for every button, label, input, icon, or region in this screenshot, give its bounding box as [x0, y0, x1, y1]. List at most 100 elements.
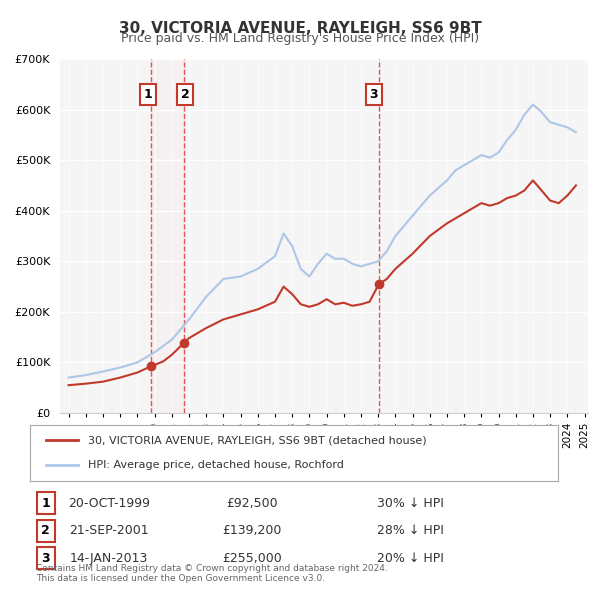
Text: 20% ↓ HPI: 20% ↓ HPI [377, 552, 443, 565]
HPI: Average price, detached house, Rochford: (2.02e+03, 5.6e+05): Average price, detached house, Rochford:… [512, 126, 520, 133]
HPI: Average price, detached house, Rochford: (2.01e+03, 2.85e+05): Average price, detached house, Rochford:… [297, 266, 304, 273]
HPI: Average price, detached house, Rochford: (2.01e+03, 2.95e+05): Average price, detached house, Rochford:… [366, 260, 373, 267]
30, VICTORIA AVENUE, RAYLEIGH, SS6 9BT (detached house) [194, 330, 201, 337]
HPI: Average price, detached house, Rochford: (2e+03, 2.7e+05): Average price, detached house, Rochford:… [237, 273, 244, 280]
Text: 2: 2 [41, 524, 50, 537]
HPI: Average price, detached house, Rochford: (2e+03, 2.65e+05): Average price, detached house, Rochford:… [220, 276, 227, 283]
HPI: Average price, detached house, Rochford: (2.01e+03, 3.1e+05): Average price, detached house, Rochford:… [271, 253, 278, 260]
30, VICTORIA AVENUE, RAYLEIGH, SS6 9BT (detached house) [151, 362, 158, 369]
30, VICTORIA AVENUE, RAYLEIGH, SS6 9BT (detached house) [254, 306, 262, 313]
30, VICTORIA AVENUE, RAYLEIGH, SS6 9BT (detached house) [452, 215, 459, 222]
30, VICTORIA AVENUE, RAYLEIGH, SS6 9BT (detached house) [555, 199, 562, 206]
Bar [151, 59, 184, 413]
30, VICTORIA AVENUE, RAYLEIGH, SS6 9BT (detached house) [340, 299, 347, 306]
30, VICTORIA AVENUE, RAYLEIGH, SS6 9BT (detached house) [220, 316, 227, 323]
30, VICTORIA AVENUE, RAYLEIGH, SS6 9BT (detached house) [461, 209, 468, 217]
Text: Contains HM Land Registry data © Crown copyright and database right 2024.
This d: Contains HM Land Registry data © Crown c… [36, 563, 388, 583]
HPI: Average price, detached house, Rochford: (2.02e+03, 5.65e+05): Average price, detached house, Rochford:… [564, 124, 571, 131]
30, VICTORIA AVENUE, RAYLEIGH, SS6 9BT (detached house) [409, 250, 416, 257]
HPI: Average price, detached house, Rochford: (2.01e+03, 2.9e+05): Average price, detached house, Rochford:… [358, 263, 365, 270]
Text: 30% ↓ HPI: 30% ↓ HPI [377, 497, 443, 510]
Text: 30, VICTORIA AVENUE, RAYLEIGH, SS6 9BT (detached house): 30, VICTORIA AVENUE, RAYLEIGH, SS6 9BT (… [88, 435, 427, 445]
HPI: Average price, detached house, Rochford: (2.01e+03, 3.3e+05): Average price, detached house, Rochford:… [289, 242, 296, 250]
HPI: Average price, detached house, Rochford: (2e+03, 1.45e+05): Average price, detached house, Rochford:… [168, 336, 175, 343]
30, VICTORIA AVENUE, RAYLEIGH, SS6 9BT (detached house) [332, 301, 339, 308]
HPI: Average price, detached house, Rochford: (2.02e+03, 5.1e+05): Average price, detached house, Rochford:… [478, 152, 485, 159]
HPI: Average price, detached house, Rochford: (2e+03, 7e+04): Average price, detached house, Rochford:… [65, 374, 72, 381]
30, VICTORIA AVENUE, RAYLEIGH, SS6 9BT (detached house) [289, 291, 296, 298]
30, VICTORIA AVENUE, RAYLEIGH, SS6 9BT (detached house) [383, 276, 391, 283]
30, VICTORIA AVENUE, RAYLEIGH, SS6 9BT (detached house) [478, 199, 485, 206]
Text: 20-OCT-1999: 20-OCT-1999 [68, 497, 150, 510]
30, VICTORIA AVENUE, RAYLEIGH, SS6 9BT (detached house) [503, 195, 511, 202]
HPI: Average price, detached house, Rochford: (2.02e+03, 5.95e+05): Average price, detached house, Rochford:… [538, 109, 545, 116]
Text: Price paid vs. HM Land Registry's House Price Index (HPI): Price paid vs. HM Land Registry's House … [121, 32, 479, 45]
HPI: Average price, detached house, Rochford: (2.02e+03, 4.8e+05): Average price, detached house, Rochford:… [452, 167, 459, 174]
HPI: Average price, detached house, Rochford: (2e+03, 1.85e+05): Average price, detached house, Rochford:… [185, 316, 193, 323]
HPI: Average price, detached house, Rochford: (2.02e+03, 6.1e+05): Average price, detached house, Rochford:… [529, 101, 536, 108]
Text: £255,000: £255,000 [222, 552, 281, 565]
30, VICTORIA AVENUE, RAYLEIGH, SS6 9BT (detached house) [181, 339, 188, 346]
30, VICTORIA AVENUE, RAYLEIGH, SS6 9BT (detached house) [297, 301, 304, 308]
HPI: Average price, detached house, Rochford: (2.02e+03, 5.05e+05): Average price, detached house, Rochford:… [487, 154, 494, 161]
30, VICTORIA AVENUE, RAYLEIGH, SS6 9BT (detached house) [572, 182, 580, 189]
Text: £139,200: £139,200 [222, 524, 281, 537]
Text: 3: 3 [41, 552, 50, 565]
30, VICTORIA AVENUE, RAYLEIGH, SS6 9BT (detached house) [512, 192, 520, 199]
30, VICTORIA AVENUE, RAYLEIGH, SS6 9BT (detached house) [100, 378, 107, 385]
30, VICTORIA AVENUE, RAYLEIGH, SS6 9BT (detached house) [82, 380, 89, 387]
30, VICTORIA AVENUE, RAYLEIGH, SS6 9BT (detached house) [538, 187, 545, 194]
30, VICTORIA AVENUE, RAYLEIGH, SS6 9BT (detached house) [134, 369, 141, 376]
30, VICTORIA AVENUE, RAYLEIGH, SS6 9BT (detached house) [349, 302, 356, 309]
30, VICTORIA AVENUE, RAYLEIGH, SS6 9BT (detached house) [237, 311, 244, 318]
Text: 14-JAN-2013: 14-JAN-2013 [70, 552, 148, 565]
Line: HPI: Average price, detached house, Rochford: HPI: Average price, detached house, Roch… [68, 104, 576, 378]
HPI: Average price, detached house, Rochford: (2.01e+03, 2.85e+05): Average price, detached house, Rochford:… [254, 266, 262, 273]
Text: 1: 1 [143, 88, 152, 101]
Text: 30, VICTORIA AVENUE, RAYLEIGH, SS6 9BT: 30, VICTORIA AVENUE, RAYLEIGH, SS6 9BT [119, 21, 481, 35]
30, VICTORIA AVENUE, RAYLEIGH, SS6 9BT (detached house) [375, 280, 382, 287]
Text: 28% ↓ HPI: 28% ↓ HPI [377, 524, 443, 537]
Text: 3: 3 [370, 88, 378, 101]
30, VICTORIA AVENUE, RAYLEIGH, SS6 9BT (detached house) [529, 177, 536, 184]
HPI: Average price, detached house, Rochford: (2e+03, 7.5e+04): Average price, detached house, Rochford:… [82, 372, 89, 379]
30, VICTORIA AVENUE, RAYLEIGH, SS6 9BT (detached house) [203, 324, 210, 332]
HPI: Average price, detached house, Rochford: (2.02e+03, 5.4e+05): Average price, detached house, Rochford:… [503, 136, 511, 143]
HPI: Average price, detached house, Rochford: (2.01e+03, 3.55e+05): Average price, detached house, Rochford:… [280, 230, 287, 237]
HPI: Average price, detached house, Rochford: (2.01e+03, 2.95e+05): Average price, detached house, Rochford:… [314, 260, 322, 267]
30, VICTORIA AVENUE, RAYLEIGH, SS6 9BT (detached house) [443, 220, 451, 227]
HPI: Average price, detached house, Rochford: (2.02e+03, 4.9e+05): Average price, detached house, Rochford:… [461, 162, 468, 169]
30, VICTORIA AVENUE, RAYLEIGH, SS6 9BT (detached house) [469, 205, 476, 212]
Line: 30, VICTORIA AVENUE, RAYLEIGH, SS6 9BT (detached house): 30, VICTORIA AVENUE, RAYLEIGH, SS6 9BT (… [68, 181, 576, 385]
30, VICTORIA AVENUE, RAYLEIGH, SS6 9BT (detached house) [392, 266, 399, 273]
30, VICTORIA AVENUE, RAYLEIGH, SS6 9BT (detached house) [366, 298, 373, 305]
HPI: Average price, detached house, Rochford: (2.01e+03, 2.7e+05): Average price, detached house, Rochford:… [306, 273, 313, 280]
Text: 21-SEP-2001: 21-SEP-2001 [70, 524, 149, 537]
30, VICTORIA AVENUE, RAYLEIGH, SS6 9BT (detached house) [168, 351, 175, 358]
HPI: Average price, detached house, Rochford: (2e+03, 8.2e+04): Average price, detached house, Rochford:… [100, 368, 107, 375]
30, VICTORIA AVENUE, RAYLEIGH, SS6 9BT (detached house) [160, 358, 167, 365]
30, VICTORIA AVENUE, RAYLEIGH, SS6 9BT (detached house) [185, 335, 193, 342]
Text: £92,500: £92,500 [226, 497, 278, 510]
HPI: Average price, detached house, Rochford: (2.02e+03, 5e+05): Average price, detached house, Rochford:… [469, 156, 476, 163]
Text: 2: 2 [181, 88, 190, 101]
HPI: Average price, detached house, Rochford: (2.01e+03, 2.95e+05): Average price, detached house, Rochford:… [349, 260, 356, 267]
HPI: Average price, detached house, Rochford: (2e+03, 9e+04): Average price, detached house, Rochford:… [116, 364, 124, 371]
HPI: Average price, detached house, Rochford: (2.01e+03, 3.2e+05): Average price, detached house, Rochford:… [383, 248, 391, 255]
30, VICTORIA AVENUE, RAYLEIGH, SS6 9BT (detached house) [116, 374, 124, 381]
30, VICTORIA AVENUE, RAYLEIGH, SS6 9BT (detached house) [547, 197, 554, 204]
30, VICTORIA AVENUE, RAYLEIGH, SS6 9BT (detached house) [271, 298, 278, 305]
Text: HPI: Average price, detached house, Rochford: HPI: Average price, detached house, Roch… [88, 460, 344, 470]
HPI: Average price, detached house, Rochford: (2.02e+03, 5.55e+05): Average price, detached house, Rochford:… [572, 129, 580, 136]
HPI: Average price, detached house, Rochford: (2.02e+03, 5.75e+05): Average price, detached house, Rochford:… [547, 119, 554, 126]
HPI: Average price, detached house, Rochford: (2.01e+03, 3.5e+05): Average price, detached house, Rochford:… [392, 232, 399, 240]
30, VICTORIA AVENUE, RAYLEIGH, SS6 9BT (detached house) [426, 232, 433, 240]
HPI: Average price, detached house, Rochford: (2.01e+03, 3.05e+05): Average price, detached house, Rochford:… [340, 255, 347, 263]
HPI: Average price, detached house, Rochford: (2.01e+03, 3.15e+05): Average price, detached house, Rochford:… [323, 250, 330, 257]
HPI: Average price, detached house, Rochford: (2e+03, 2.3e+05): Average price, detached house, Rochford:… [203, 293, 210, 300]
30, VICTORIA AVENUE, RAYLEIGH, SS6 9BT (detached house) [65, 382, 72, 389]
HPI: Average price, detached house, Rochford: (2.01e+03, 3.05e+05): Average price, detached house, Rochford:… [332, 255, 339, 263]
30, VICTORIA AVENUE, RAYLEIGH, SS6 9BT (detached house) [323, 296, 330, 303]
HPI: Average price, detached house, Rochford: (2.01e+03, 3e+05): Average price, detached house, Rochford:… [374, 258, 382, 265]
30, VICTORIA AVENUE, RAYLEIGH, SS6 9BT (detached house) [306, 303, 313, 310]
